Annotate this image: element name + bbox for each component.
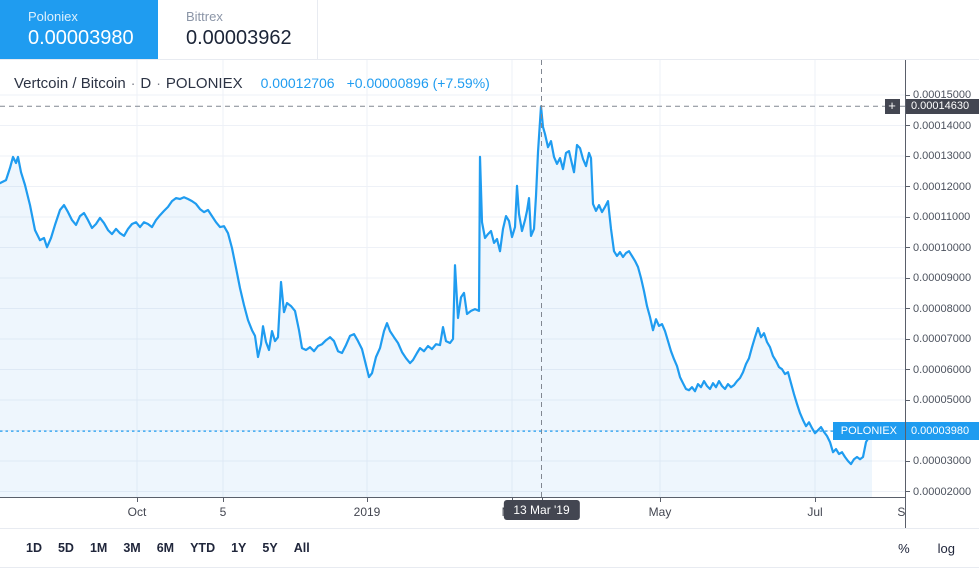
range-buttons: 1D 5D 1M 3M 6M YTD 1Y 5Y All bbox=[18, 537, 318, 559]
price-axis-tick bbox=[906, 460, 910, 462]
scale-buttons: % log bbox=[876, 540, 961, 557]
exchange-label: POLONIEX bbox=[165, 75, 243, 92]
time-axis-label: May bbox=[648, 505, 672, 519]
price-axis-tick bbox=[906, 125, 910, 126]
range-5d-button[interactable]: 5D bbox=[50, 537, 82, 559]
area-fill bbox=[0, 106, 872, 497]
price-axis-label: 0.00013000 bbox=[913, 150, 972, 162]
range-3m-button[interactable]: 3M bbox=[115, 537, 148, 559]
price-axis-label: 0.00015000 bbox=[913, 89, 972, 101]
time-axis-tick bbox=[660, 498, 661, 502]
tab-bittrex-price: 0.00003962 bbox=[186, 27, 292, 49]
price-axis-label: 0.00006000 bbox=[913, 363, 972, 376]
price-axis-label: 0.00012000 bbox=[913, 180, 972, 193]
chart-legend: Vertcoin / Bitcoin · D · POLONIEX 0.00012706 +… bbox=[14, 75, 490, 92]
time-axis-label: Oct bbox=[127, 505, 147, 519]
tab-poloniex-price: 0.00003980 bbox=[28, 27, 134, 49]
price-axis-tick bbox=[906, 277, 910, 279]
price-axis-label: 0.00005000 bbox=[913, 394, 972, 406]
price-axis-label: 0.00002000 bbox=[913, 485, 972, 498]
range-1d-button[interactable]: 1D bbox=[18, 537, 50, 559]
time-axis[interactable]: 13 Mar '19 Oct52019MarMayJulSep bbox=[0, 497, 905, 528]
tab-bittrex[interactable]: Bittrex 0.00003962 bbox=[158, 0, 318, 59]
range-all-button[interactable]: All bbox=[286, 537, 318, 559]
price-axis-tick bbox=[906, 369, 910, 370]
range-1m-button[interactable]: 1M bbox=[82, 537, 115, 559]
interval-label: D bbox=[140, 75, 152, 92]
price-axis-label: 0.00009000 bbox=[913, 272, 972, 284]
time-axis-label: 2019 bbox=[353, 505, 381, 519]
tab-poloniex[interactable]: Poloniex 0.00003980 bbox=[0, 0, 158, 59]
price-axis-tick bbox=[906, 216, 910, 218]
price-change: +0.00000896 (+7.59%) bbox=[346, 75, 490, 91]
range-1y-button[interactable]: 1Y bbox=[223, 537, 254, 559]
price-axis[interactable]: 0.00014630 0.00003980 0.00015000 0.000140… bbox=[905, 60, 979, 528]
price-axis-label: 0.00011000 bbox=[913, 211, 971, 223]
crosshair-date-badge: 13 Mar '19 bbox=[503, 500, 580, 520]
price-axis-tick bbox=[906, 94, 910, 96]
range-6m-button[interactable]: 6M bbox=[149, 537, 182, 559]
price-axis-label: 0.00007000 bbox=[913, 333, 972, 345]
range-5y-button[interactable]: 5Y bbox=[254, 537, 285, 559]
high-price-badge: 0.00014630 bbox=[906, 99, 979, 115]
symbol-title: Vertcoin / Bitcoin bbox=[14, 75, 126, 92]
time-axis-tick bbox=[367, 498, 368, 502]
chart-canvas[interactable] bbox=[0, 60, 905, 497]
price-axis-label: 0.00003000 bbox=[913, 455, 972, 467]
percent-scale-button[interactable]: % bbox=[892, 540, 916, 557]
exchange-tabbar: Poloniex 0.00003980 Bittrex 0.00003962 bbox=[0, 0, 979, 60]
time-axis-label: Sep bbox=[897, 505, 905, 519]
range-ytd-button[interactable]: YTD bbox=[182, 537, 223, 559]
tab-poloniex-label: Poloniex bbox=[28, 9, 78, 24]
separator-dot: · bbox=[156, 75, 161, 91]
time-axis-tick bbox=[137, 498, 138, 502]
price-axis-label: 0.00010000 bbox=[913, 241, 972, 254]
chart-plot-area[interactable]: Vertcoin / Bitcoin · D · POLONIEX 0.00012706 +… bbox=[0, 60, 905, 497]
time-axis-label: Jul bbox=[807, 505, 823, 519]
tab-bittrex-label: Bittrex bbox=[186, 9, 223, 24]
price-axis-tick bbox=[906, 308, 910, 309]
range-toolbar: 1D 5D 1M 3M 6M YTD 1Y 5Y All % log bbox=[0, 528, 979, 568]
crosshair-plus-icon[interactable]: + bbox=[884, 99, 900, 115]
price-axis-tick bbox=[906, 399, 910, 401]
price-line-series bbox=[0, 105, 874, 466]
log-scale-button[interactable]: log bbox=[932, 540, 961, 557]
price-axis-tick bbox=[906, 491, 910, 492]
price-axis-tick bbox=[906, 155, 910, 157]
last-price: 0.00012706 bbox=[260, 75, 335, 91]
price-axis-tick bbox=[906, 247, 910, 248]
current-price-badge: 0.00003980 bbox=[906, 422, 979, 441]
separator-dot: · bbox=[130, 75, 136, 91]
price-axis-tick bbox=[906, 338, 910, 340]
time-axis-tick bbox=[223, 498, 224, 502]
price-axis-label: 0.00014000 bbox=[913, 119, 972, 132]
time-axis-tick bbox=[815, 498, 816, 502]
time-axis-label: 5 bbox=[219, 505, 227, 519]
price-axis-label: 0.00008000 bbox=[913, 302, 972, 315]
series-price-label: POLONIEX bbox=[832, 422, 905, 441]
price-axis-tick bbox=[906, 186, 910, 187]
